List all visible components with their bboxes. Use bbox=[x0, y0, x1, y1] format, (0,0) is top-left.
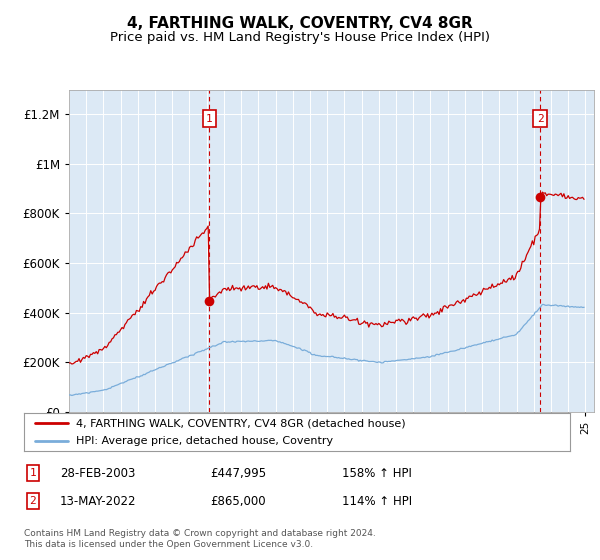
Text: 13-MAY-2022: 13-MAY-2022 bbox=[60, 494, 137, 508]
Text: 4, FARTHING WALK, COVENTRY, CV4 8GR: 4, FARTHING WALK, COVENTRY, CV4 8GR bbox=[127, 16, 473, 31]
Text: 1: 1 bbox=[29, 468, 37, 478]
Text: £865,000: £865,000 bbox=[210, 494, 266, 508]
Text: 4, FARTHING WALK, COVENTRY, CV4 8GR (detached house): 4, FARTHING WALK, COVENTRY, CV4 8GR (det… bbox=[76, 418, 406, 428]
Text: Price paid vs. HM Land Registry's House Price Index (HPI): Price paid vs. HM Land Registry's House … bbox=[110, 31, 490, 44]
Text: 28-FEB-2003: 28-FEB-2003 bbox=[60, 466, 136, 480]
Text: 2: 2 bbox=[537, 114, 544, 124]
Text: HPI: Average price, detached house, Coventry: HPI: Average price, detached house, Cove… bbox=[76, 436, 333, 446]
Text: 2: 2 bbox=[29, 496, 37, 506]
Text: £447,995: £447,995 bbox=[210, 466, 266, 480]
Text: 114% ↑ HPI: 114% ↑ HPI bbox=[342, 494, 412, 508]
Text: Contains HM Land Registry data © Crown copyright and database right 2024.: Contains HM Land Registry data © Crown c… bbox=[24, 529, 376, 538]
Text: 158% ↑ HPI: 158% ↑ HPI bbox=[342, 466, 412, 480]
Text: This data is licensed under the Open Government Licence v3.0.: This data is licensed under the Open Gov… bbox=[24, 540, 313, 549]
Text: 1: 1 bbox=[206, 114, 212, 124]
